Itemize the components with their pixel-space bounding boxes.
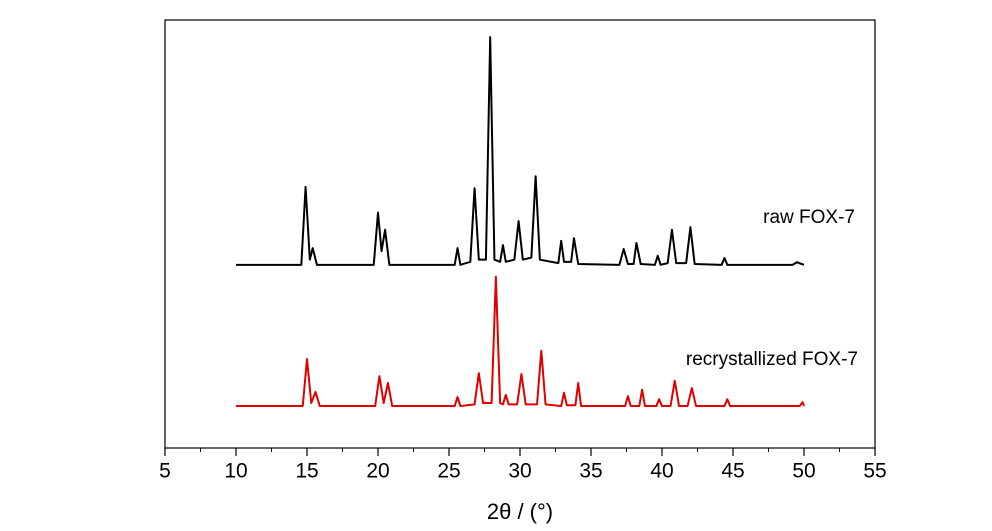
x-tick-label: 50 [792,460,815,483]
x-tick-label: 45 [721,460,744,483]
x-tick-label: 35 [579,460,602,483]
series-label: recrystallized FOX-7 [686,349,858,370]
x-tick-label: 30 [508,460,531,483]
series-label: raw FOX-7 [763,207,855,228]
x-axis-label: 2θ / (°) [487,499,553,524]
x-tick-label: 5 [159,460,171,483]
x-tick-label: 15 [295,460,318,483]
x-tick-label: 25 [437,460,460,483]
x-tick-label: 10 [224,460,247,483]
x-tick-label: 40 [650,460,673,483]
series-line [236,275,805,408]
series-line [236,36,805,266]
x-tick-label: 55 [863,460,886,483]
x-tick-label: 20 [366,460,389,483]
